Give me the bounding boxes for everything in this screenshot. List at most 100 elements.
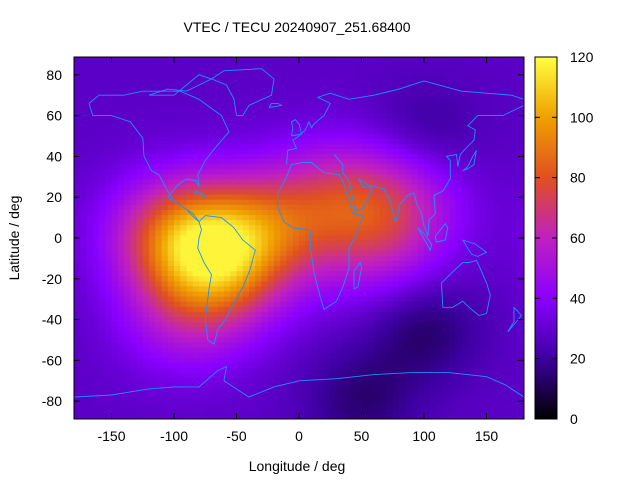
heatmap-cell [205, 209, 213, 216]
heatmap-cell [267, 296, 275, 303]
heatmap-cell [492, 174, 500, 180]
heatmap-cell [342, 128, 350, 135]
heatmap-cell [374, 255, 381, 262]
heatmap-cell [342, 204, 350, 211]
heatmap-cell [249, 347, 256, 354]
heatmap-cell [517, 403, 524, 410]
heatmap-cell [274, 240, 281, 247]
heatmap-cell [217, 398, 225, 405]
heatmap-cell [380, 128, 388, 135]
heatmap-cell [130, 169, 138, 175]
heatmap-cell [411, 347, 419, 354]
heatmap-cell [167, 357, 175, 364]
heatmap-cell [374, 72, 381, 78]
heatmap-cell [336, 311, 344, 318]
heatmap-cell [142, 403, 150, 410]
heatmap-cell [142, 276, 150, 282]
heatmap-cell [205, 138, 213, 145]
heatmap-cell [424, 327, 431, 333]
heatmap-cell [80, 123, 88, 129]
heatmap-cell [124, 77, 131, 84]
heatmap-cell [261, 158, 269, 165]
heatmap-cell [367, 398, 375, 405]
heatmap-cell [492, 158, 500, 165]
heatmap-cell [261, 179, 269, 186]
heatmap-cell [430, 62, 438, 68]
heatmap-cell [299, 286, 306, 293]
heatmap-cell [186, 133, 194, 140]
heatmap-cell [442, 97, 450, 104]
heatmap-cell [211, 153, 219, 160]
heatmap-cell [467, 347, 475, 354]
heatmap-cell [480, 388, 488, 395]
heatmap-cell [167, 97, 175, 104]
heatmap-cell [174, 403, 181, 410]
heatmap-cell [280, 143, 288, 150]
heatmap-cell [136, 240, 144, 247]
heatmap-cell [511, 240, 519, 247]
heatmap-cell [111, 301, 119, 308]
heatmap-cell [111, 113, 119, 119]
heatmap-cell [305, 398, 313, 405]
heatmap-cell [361, 378, 369, 384]
heatmap-cell [136, 398, 144, 405]
heatmap-cell [130, 368, 138, 374]
heatmap-cell [92, 311, 100, 318]
heatmap-cell [342, 357, 350, 364]
heatmap-cell [80, 306, 88, 313]
heatmap-cell [80, 332, 88, 339]
heatmap-cell [236, 87, 244, 94]
heatmap-cell [224, 245, 231, 252]
heatmap-cell [442, 271, 450, 277]
heatmap-cell [442, 67, 450, 73]
heatmap-cell [92, 72, 100, 78]
heatmap-cell [261, 164, 269, 170]
heatmap-cell [99, 327, 106, 333]
heatmap-cell [105, 306, 113, 313]
heatmap-cell [174, 230, 181, 237]
heatmap-cell [442, 138, 450, 145]
heatmap-cell [261, 403, 269, 410]
heatmap-cell [124, 225, 131, 231]
heatmap-cell [386, 322, 394, 328]
heatmap-cell [436, 62, 444, 68]
heatmap-cell [255, 383, 263, 390]
heatmap-cell [74, 97, 81, 104]
heatmap-cell [211, 189, 219, 196]
heatmap-cell [105, 342, 113, 349]
heatmap-cell [149, 230, 156, 237]
heatmap-cell [242, 102, 250, 109]
heatmap-cell [99, 57, 106, 63]
heatmap-cell [499, 342, 506, 349]
heatmap-cell [261, 301, 269, 308]
heatmap-cell [474, 352, 481, 359]
heatmap-cell [517, 209, 524, 216]
heatmap-cell [242, 143, 250, 150]
heatmap-cell [117, 174, 125, 180]
heatmap-cell [461, 97, 469, 104]
heatmap-cell [167, 62, 175, 68]
heatmap-cell [342, 235, 350, 242]
heatmap-cell [299, 184, 306, 191]
heatmap-cell [192, 225, 200, 231]
heatmap-cell [242, 113, 250, 119]
heatmap-cell [480, 118, 488, 124]
heatmap-cell [449, 301, 456, 308]
heatmap-cell [405, 332, 413, 339]
heatmap-cell [249, 378, 256, 384]
heatmap-cell [155, 327, 163, 333]
heatmap-cell [255, 174, 263, 180]
heatmap-cell [511, 123, 519, 129]
heatmap-cell [349, 378, 356, 384]
heatmap-cell [111, 362, 119, 369]
heatmap-cell [130, 215, 138, 221]
heatmap-cell [449, 148, 456, 155]
heatmap-cell [180, 209, 188, 216]
heatmap-cell [280, 255, 288, 262]
heatmap-cell [311, 220, 319, 226]
heatmap-cell [205, 393, 213, 400]
heatmap-cell [349, 317, 356, 323]
heatmap-cell [230, 62, 238, 68]
heatmap-cell [180, 357, 188, 364]
heatmap-cell [311, 327, 319, 333]
